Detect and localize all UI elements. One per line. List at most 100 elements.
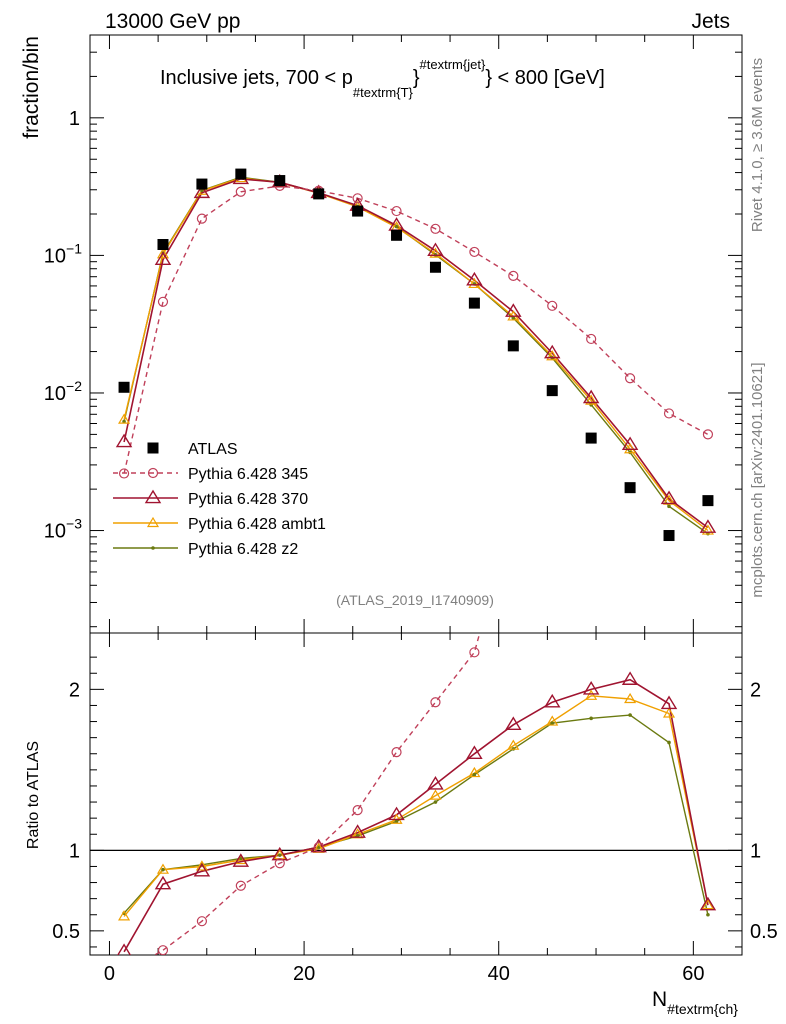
main-ytick-label: 10−3 (44, 516, 82, 543)
data-point-p370 (699, 519, 717, 533)
data-point-p345 (702, 429, 714, 440)
data-point-p345 (430, 697, 441, 708)
data-point-atlas (702, 495, 714, 507)
data-point-p370 (543, 693, 561, 708)
data-point-ambt1 (195, 860, 208, 871)
data-point-p370 (271, 846, 289, 861)
data-point-ambt1 (468, 277, 481, 289)
series-line-ambt1 (123, 177, 709, 532)
legend-label-z2: Pythia 6.428 z2 (188, 541, 298, 558)
data-point-p345 (663, 408, 675, 419)
series-line-p370 (123, 178, 709, 529)
xtick-label: 0 (104, 963, 115, 985)
series-line-p370 (123, 678, 709, 953)
data-point-ambt1 (156, 863, 170, 874)
data-point-p370 (582, 680, 600, 695)
energy-label: 13000 GeV pp (105, 10, 240, 33)
xtick-label: 60 (682, 963, 704, 985)
data-point-p370 (543, 344, 561, 359)
data-point-p345 (509, 508, 518, 517)
data-point-p370 (388, 806, 405, 821)
data-point-z2 (277, 853, 282, 857)
legend-marker-atlas (147, 442, 159, 454)
data-point-p345 (196, 916, 208, 927)
data-point-p370 (660, 490, 678, 505)
data-point-ambt1 (546, 350, 559, 361)
data-point-ambt1 (468, 766, 481, 778)
legend-label-ambt1: Pythia 6.428 ambt1 (188, 516, 326, 533)
data-point-p345 (391, 205, 402, 217)
data-point-atlas (196, 178, 208, 190)
data-point-ambt1 (701, 524, 714, 535)
data-point-z2 (433, 800, 438, 804)
data-point-p345 (624, 373, 636, 384)
data-point-p370 (232, 853, 250, 867)
data-point-p345 (469, 647, 480, 658)
data-point-p345 (313, 842, 324, 853)
data-point-ambt1 (585, 689, 598, 700)
data-point-z2 (628, 713, 632, 717)
data-point-atlas (352, 205, 364, 217)
data-point-p370 (505, 716, 522, 731)
ratio-axes: 0.5 0.51 12 20 20 40 60 (52, 633, 778, 985)
main-y-axis: 1 10−1 10−2 10−3 (44, 34, 742, 633)
data-point-atlas (313, 188, 325, 200)
main-ylabel: fraction/bin (20, 36, 43, 139)
series-line-ambt1 (123, 695, 709, 917)
series-line-p345 (153, 633, 481, 955)
data-point-p345 (120, 968, 129, 977)
ratio-ylabel: Ratio to ATLAS (25, 741, 42, 849)
xlabel: N#textrm{ch} (652, 988, 738, 1017)
data-point-p370 (193, 862, 211, 877)
data-point-atlas (429, 261, 441, 273)
data-point-p370 (582, 389, 600, 404)
data-point-ambt1 (507, 739, 520, 750)
data-point-p370 (427, 242, 444, 257)
mcplots-label: mcplots.cern.ch [arXiv:2401.10621] (749, 362, 766, 597)
legend: ATLAS Pythia 6.428 345 Pythia 6.428 370 Pyt… (113, 441, 326, 558)
data-point-ambt1 (429, 247, 442, 258)
xtick-label: 20 (293, 963, 315, 985)
data-point-p345 (547, 300, 558, 311)
data-point-ambt1 (118, 413, 131, 424)
data-point-ambt1 (701, 898, 714, 910)
data-point-p345 (586, 333, 597, 345)
data-point-p370 (621, 436, 639, 451)
data-point-p370 (466, 271, 483, 286)
title-pre: Inclusive jets, 700 < p (160, 67, 353, 89)
data-point-ambt1 (662, 707, 676, 718)
category-label: Jets (691, 10, 730, 33)
data-point-atlas (663, 530, 675, 542)
title-sub: #textrm{T} (353, 85, 414, 100)
main-series-group (115, 168, 717, 542)
ratio-ytick-label-right: 1 (750, 840, 761, 862)
data-point-p345 (235, 186, 246, 197)
data-point-p345 (118, 468, 130, 479)
legend-label-atlas: ATLAS (188, 441, 238, 458)
data-point-ambt1 (624, 692, 637, 704)
data-point-atlas (624, 482, 636, 494)
ratio-panel-frame (89, 632, 743, 956)
data-point-atlas (468, 297, 480, 309)
data-point-p345 (235, 880, 246, 891)
ratio-ytick-label-right: 0.5 (750, 921, 778, 943)
data-point-p345 (626, 9, 635, 18)
data-point-p345 (196, 213, 208, 224)
legend-marker-ambt1 (146, 516, 160, 528)
data-point-z2 (511, 316, 516, 320)
ratio-ytick-label-left: 1 (69, 840, 80, 862)
series-line-p345 (123, 185, 709, 474)
data-point-p345 (508, 270, 519, 281)
series-line-z2 (123, 714, 709, 915)
title-post: } < 800 [GeV] (485, 67, 605, 89)
data-point-p370 (621, 671, 639, 685)
data-point-z2 (161, 867, 165, 872)
data-point-p345 (352, 804, 363, 816)
data-point-atlas (585, 432, 597, 444)
data-point-ambt1 (156, 248, 170, 259)
data-point-p370 (660, 695, 678, 710)
data-point-atlas (274, 175, 286, 187)
data-point-p370 (154, 875, 172, 890)
main-ytick-label: 1 (69, 108, 80, 130)
data-point-z2 (706, 912, 710, 917)
